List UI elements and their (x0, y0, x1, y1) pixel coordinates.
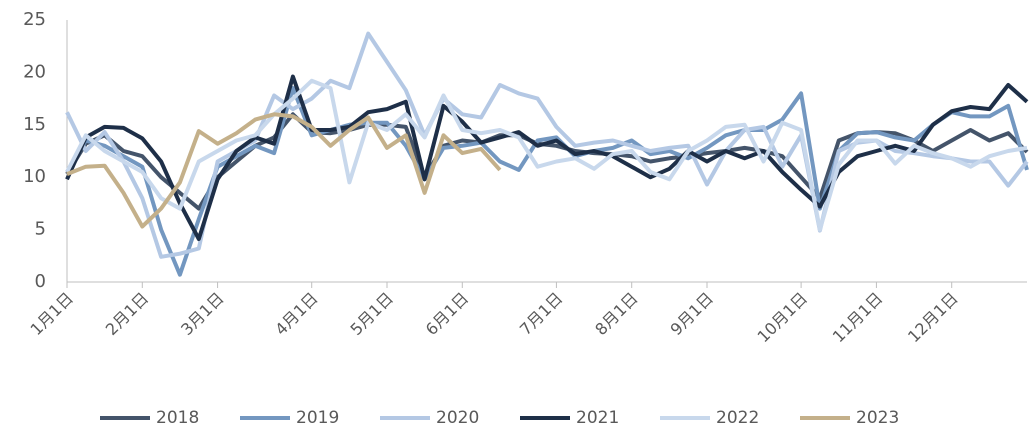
x-tick-label: 8月1日 (591, 289, 641, 339)
legend-label: 2023 (856, 408, 899, 428)
y-tick-label: 20 (23, 61, 46, 82)
x-tick-label: 12月1日 (904, 289, 962, 347)
x-tick-label: 4月1日 (271, 289, 321, 339)
series-line (65, 74, 1029, 241)
x-tick-label: 3月1日 (177, 289, 227, 339)
y-tick-label: 5 (35, 219, 46, 240)
series-line (66, 112, 502, 229)
y-tick-label: 25 (23, 9, 46, 30)
x-tick-label: 10月1日 (753, 289, 811, 347)
y-tick-label: 10 (23, 166, 46, 187)
legend-label: 2021 (576, 408, 619, 428)
legend-label: 2022 (716, 408, 759, 428)
x-tick-label: 5月1日 (347, 289, 397, 339)
x-tick-label: 7月1日 (516, 289, 566, 339)
legend-label: 2018 (156, 408, 199, 428)
legend-label: 2019 (296, 408, 339, 428)
x-tick-label: 6月1日 (422, 289, 472, 339)
series-line (65, 78, 1028, 232)
y-tick-label: 0 (35, 271, 46, 292)
x-tick-label: 11月1日 (829, 289, 887, 347)
y-tick-label: 15 (23, 114, 46, 135)
x-tick-label: 9月1日 (667, 289, 717, 339)
series-line (65, 86, 1029, 277)
x-tick-label: 2月1日 (102, 289, 152, 339)
x-tick-label: 1月1日 (27, 289, 77, 339)
legend-label: 2020 (436, 408, 479, 428)
